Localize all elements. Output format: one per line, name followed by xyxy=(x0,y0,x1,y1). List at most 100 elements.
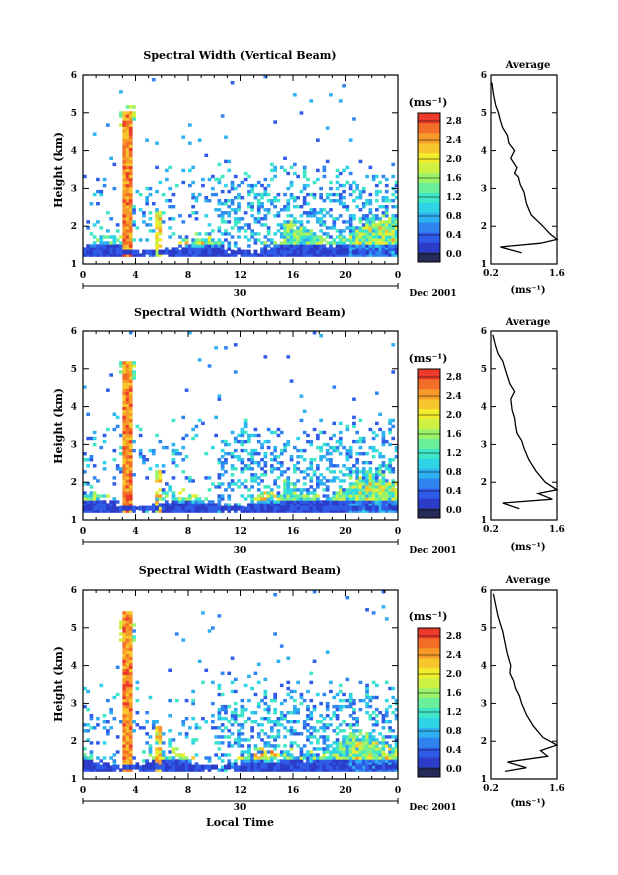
heatmap-cell xyxy=(316,168,320,173)
colorbar-tick-label: 2.0 xyxy=(446,155,462,165)
heatmap-cell xyxy=(128,509,133,513)
heatmap-cell xyxy=(158,759,163,763)
heatmap-cell xyxy=(158,476,163,480)
heatmap-cell xyxy=(191,756,195,760)
heatmap-cell xyxy=(125,388,130,392)
heatmap-cell xyxy=(191,165,195,170)
heatmap-cell xyxy=(388,238,392,242)
heatmap-cell xyxy=(161,768,166,772)
heatmap-cell xyxy=(174,464,179,468)
heatmap-cell xyxy=(155,505,159,511)
heatmap-cell xyxy=(371,756,376,760)
heatmap-cell xyxy=(273,244,277,248)
heatmap-cell xyxy=(191,244,195,248)
heatmap-cell xyxy=(345,473,350,477)
heatmap-cell xyxy=(168,765,172,769)
heatmap-cell xyxy=(194,232,199,236)
heatmap-cell xyxy=(368,735,373,739)
y-axis-label: Height (km) xyxy=(52,388,65,464)
heatmap-cell xyxy=(263,464,268,468)
heatmap-cell xyxy=(325,126,330,130)
heatmap-cell xyxy=(247,698,251,703)
heatmap-cell xyxy=(358,159,363,164)
heatmap-cell xyxy=(381,235,386,239)
heatmap-cell xyxy=(230,711,235,715)
heatmap-cell xyxy=(289,762,294,766)
heatmap-cell xyxy=(371,448,376,453)
heatmap-cell xyxy=(89,505,94,511)
heatmap-cell xyxy=(381,485,386,489)
heatmap-cell xyxy=(391,505,396,511)
heatmap-cell xyxy=(375,241,379,245)
heatmap-cell xyxy=(214,249,218,255)
heatmap-cell xyxy=(220,735,225,739)
heatmap-cell xyxy=(142,458,146,462)
heatmap-cell xyxy=(145,732,149,736)
heatmap-cell xyxy=(128,418,133,423)
heatmap-cell xyxy=(338,723,343,727)
heatmap-cell xyxy=(86,762,90,766)
heatmap-cell xyxy=(207,476,212,480)
heatmap-cell xyxy=(233,768,238,772)
heatmap-cell xyxy=(325,759,330,763)
heatmap-cell xyxy=(302,744,307,748)
heatmap-cell xyxy=(237,439,241,444)
heatmap-cell xyxy=(342,464,346,468)
heatmap-cell xyxy=(181,723,186,727)
heatmap-cell xyxy=(266,199,271,203)
heatmap-cell xyxy=(342,741,346,745)
heatmap-cell xyxy=(191,503,195,507)
heatmap-cell xyxy=(358,759,363,763)
heatmap-cell xyxy=(270,729,274,733)
heatmap-cell xyxy=(122,171,127,176)
heatmap-cell xyxy=(312,331,317,335)
heatmap-cell xyxy=(322,717,327,721)
heatmap-cell xyxy=(299,247,304,251)
heatmap-cell xyxy=(128,698,133,703)
colorbar-tick-label: 0.4 xyxy=(446,746,462,756)
heatmap-cell xyxy=(151,78,156,82)
heatmap-cell xyxy=(384,707,389,712)
heatmap-cell xyxy=(256,461,261,465)
heatmap-cell xyxy=(361,250,366,254)
heatmap-cell xyxy=(155,208,159,212)
heatmap-cell xyxy=(138,253,143,257)
heatmap-cell xyxy=(263,208,268,212)
heatmap-cell xyxy=(109,707,113,712)
heatmap-cell xyxy=(345,768,350,772)
colorbar-segment xyxy=(418,408,440,420)
heatmap-cell xyxy=(132,439,136,444)
heatmap-cell xyxy=(293,93,297,97)
heatmap-cell xyxy=(322,249,327,255)
heatmap-cell xyxy=(227,741,232,745)
heatmap-cell xyxy=(214,485,218,489)
heatmap-cell xyxy=(128,683,133,688)
heatmap-cell xyxy=(227,764,232,770)
heatmap-cell xyxy=(214,741,218,745)
heatmap-cell xyxy=(233,509,238,513)
heatmap-cell xyxy=(115,500,120,504)
heatmap-cell xyxy=(240,217,245,221)
heatmap-cell xyxy=(273,205,277,209)
heatmap-cell xyxy=(306,717,310,721)
heatmap-cell xyxy=(289,196,294,200)
heatmap-cell xyxy=(250,720,254,724)
heatmap-cell xyxy=(240,732,245,736)
heatmap-cell xyxy=(253,473,258,477)
heatmap-cell xyxy=(128,232,133,236)
heatmap-cell xyxy=(122,196,127,200)
heatmap-cell xyxy=(220,220,225,224)
heatmap-cell xyxy=(299,494,304,498)
y-tick-label: 1 xyxy=(71,775,77,785)
heatmap-cell xyxy=(122,747,127,751)
heatmap-cell xyxy=(345,250,350,254)
heatmap-cell xyxy=(132,370,136,374)
heatmap-cell xyxy=(207,505,212,511)
heatmap-cell xyxy=(266,192,271,197)
heatmap-cell xyxy=(181,488,186,492)
heatmap-cell xyxy=(155,759,159,763)
heatmap-cell xyxy=(155,470,159,474)
heatmap-cell xyxy=(348,726,353,730)
heatmap-cell xyxy=(128,192,133,197)
eastward-beam-panel: Spectral Width (Eastward Beam) Height (k… xyxy=(52,564,565,829)
